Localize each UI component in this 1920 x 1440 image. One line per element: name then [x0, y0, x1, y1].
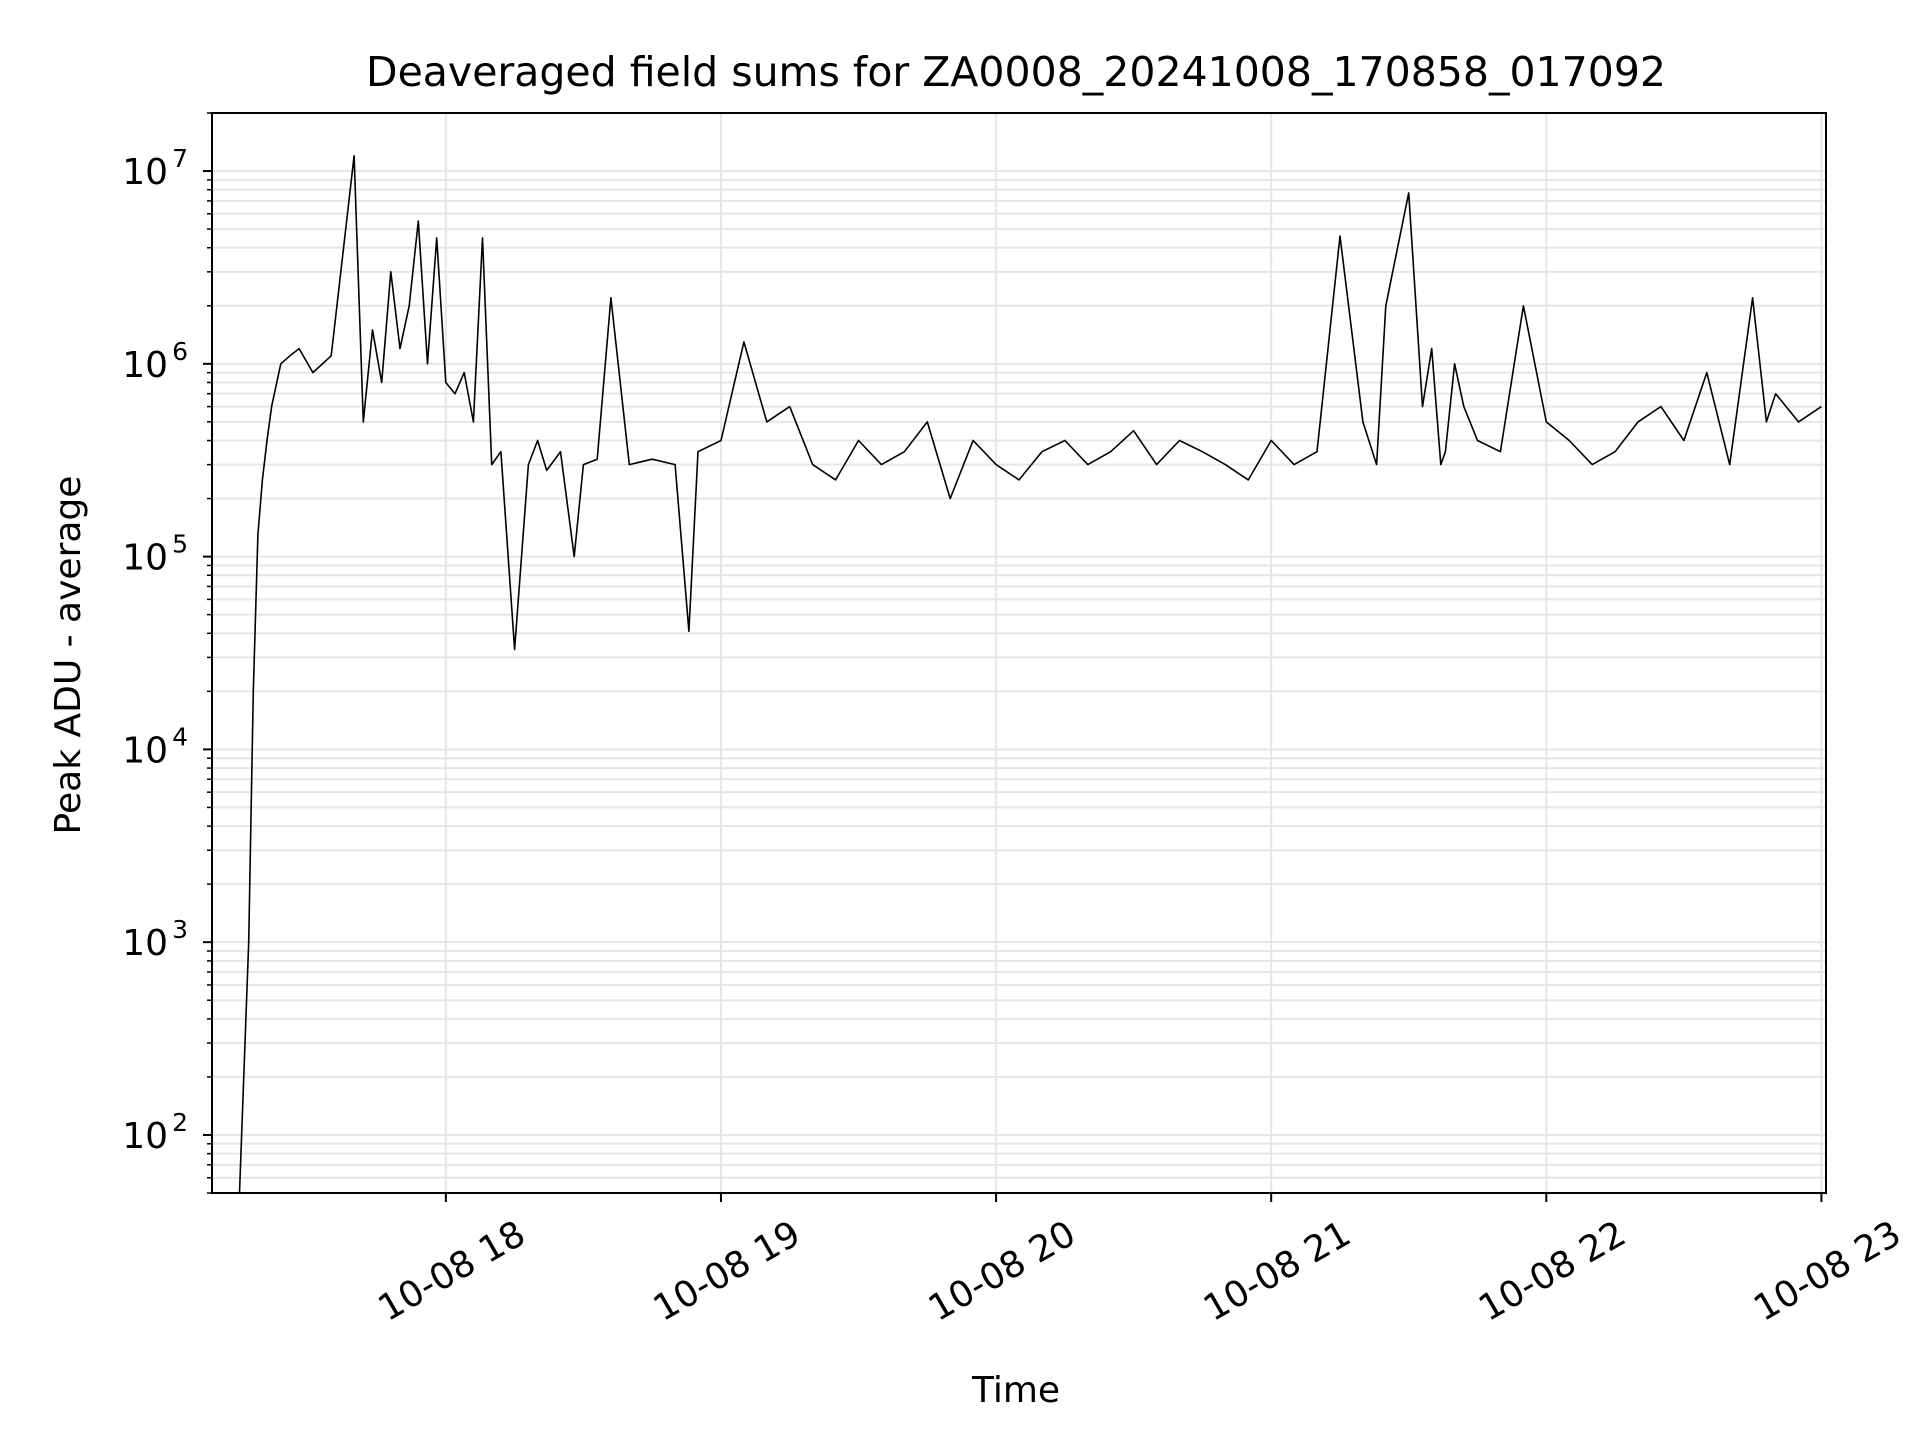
- y-tick-label: 10: [122, 1116, 168, 1157]
- y-tick-exponent: 2: [172, 1108, 188, 1137]
- x-axis-label: Time: [971, 1370, 1060, 1411]
- y-tick-label: 10: [122, 730, 168, 771]
- series-line: [238, 155, 1822, 1194]
- y-tick-label: 10: [122, 538, 168, 579]
- y-tick-exponent: 3: [172, 915, 188, 944]
- major-gridlines: [212, 113, 1826, 1193]
- minor-gridlines: [212, 112, 1826, 1194]
- plot-frame: [211, 112, 1827, 1194]
- y-axis-label: Peak ADU - average: [48, 476, 89, 835]
- y-tick-exponent: 6: [172, 337, 188, 366]
- chart-title: Deaveraged field sums for ZA0008_2024100…: [366, 48, 1666, 96]
- y-tick-label: 10: [122, 345, 168, 386]
- y-tick-label: 10: [122, 152, 168, 193]
- series-layer: [238, 155, 1822, 1194]
- y-tick-exponent: 5: [172, 530, 188, 559]
- y-tick-exponent: 4: [172, 722, 188, 751]
- y-tick-label: 10: [122, 923, 168, 964]
- y-tick-exponent: 7: [172, 144, 188, 173]
